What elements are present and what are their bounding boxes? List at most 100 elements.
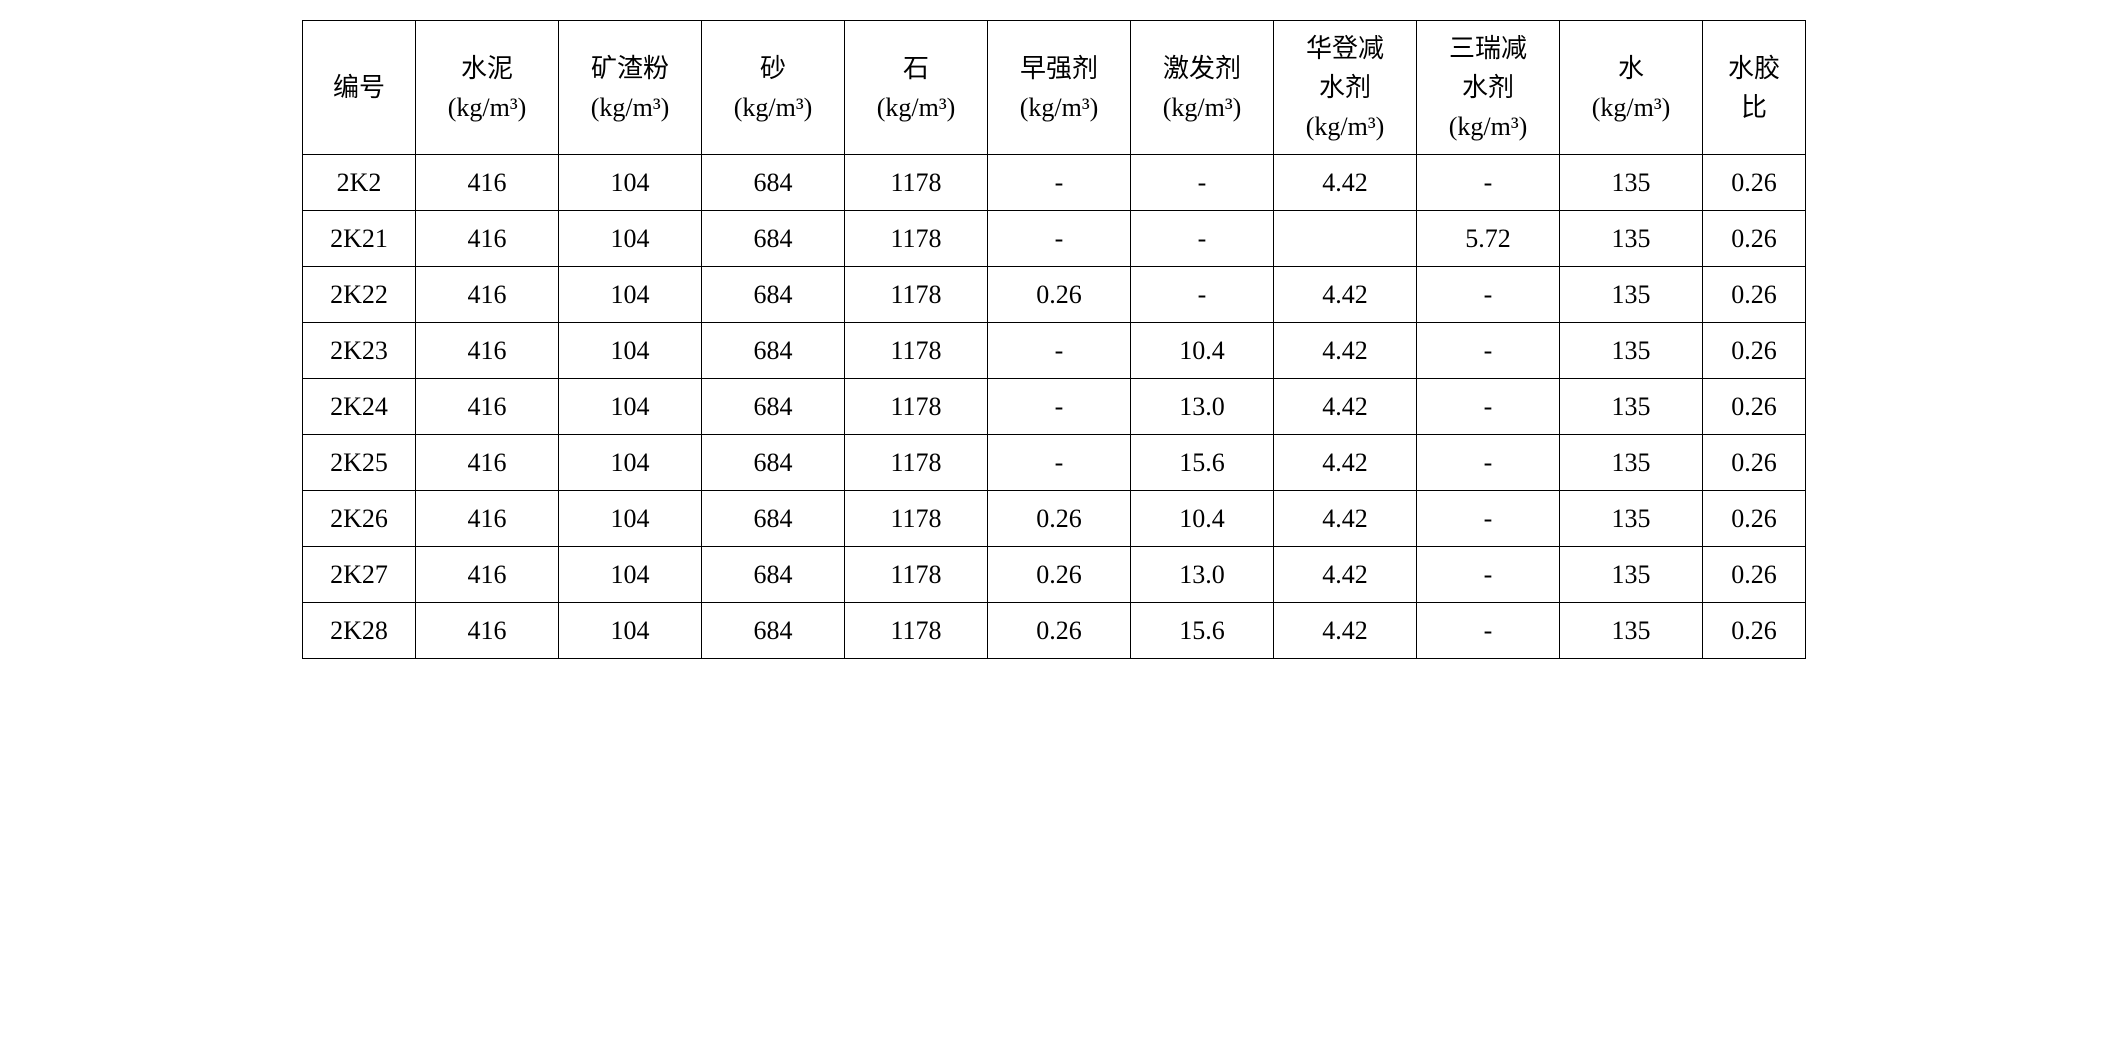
table-cell: 684 — [702, 211, 845, 267]
table-cell: - — [988, 323, 1131, 379]
header-label: 三瑞减 — [1449, 34, 1527, 63]
table-cell: 0.26 — [1703, 155, 1806, 211]
table-cell: 2K2 — [303, 155, 416, 211]
table-cell: 104 — [559, 379, 702, 435]
table-cell: 0.26 — [1703, 379, 1806, 435]
header-unit: (kg/m³) — [734, 93, 813, 122]
table-cell: 135 — [1560, 603, 1703, 659]
header-cell-ratio: 水胶 比 — [1703, 21, 1806, 155]
table-row: 2K234161046841178-10.44.42-1350.26 — [303, 323, 1806, 379]
header-cell-cement: 水泥 (kg/m³) — [416, 21, 559, 155]
table-cell: 0.26 — [988, 603, 1131, 659]
table-cell: 5.72 — [1417, 211, 1560, 267]
table-cell: 684 — [702, 267, 845, 323]
table-cell: - — [1417, 323, 1560, 379]
table-row: 2K254161046841178-15.64.42-1350.26 — [303, 435, 1806, 491]
table-cell: 2K24 — [303, 379, 416, 435]
header-label: 水泥 — [461, 54, 513, 83]
header-row: 编号 水泥 (kg/m³) 矿渣粉 (kg/m³) 砂 (kg/m³) 石 (k… — [303, 21, 1806, 155]
table-cell: 10.4 — [1131, 491, 1274, 547]
table-cell: - — [988, 155, 1131, 211]
table-cell: 1178 — [845, 155, 988, 211]
header-cell-slag: 矿渣粉 (kg/m³) — [559, 21, 702, 155]
table-cell: 0.26 — [1703, 603, 1806, 659]
table-cell: - — [988, 211, 1131, 267]
table-row: 2K214161046841178--5.721350.26 — [303, 211, 1806, 267]
table-cell: - — [1417, 547, 1560, 603]
header-unit: (kg/m³) — [1020, 93, 1099, 122]
table-body: 2K24161046841178--4.42-1350.262K21416104… — [303, 155, 1806, 659]
table-row: 2K2741610468411780.2613.04.42-1350.26 — [303, 547, 1806, 603]
table-row: 2K2841610468411780.2615.64.42-1350.26 — [303, 603, 1806, 659]
header-unit: (kg/m³) — [1592, 93, 1671, 122]
table-cell: 1178 — [845, 323, 988, 379]
header-cell-early-strength: 早强剂 (kg/m³) — [988, 21, 1131, 155]
table-cell: 416 — [416, 155, 559, 211]
table-cell: 4.42 — [1274, 547, 1417, 603]
header-cell-stone: 石 (kg/m³) — [845, 21, 988, 155]
table-cell: 104 — [559, 267, 702, 323]
header-label: 水 — [1618, 54, 1644, 83]
header-unit: (kg/m³) — [1449, 112, 1528, 141]
table-cell: 10.4 — [1131, 323, 1274, 379]
table-cell: 684 — [702, 323, 845, 379]
table-cell: - — [988, 379, 1131, 435]
table-cell: 104 — [559, 547, 702, 603]
table-cell: 684 — [702, 547, 845, 603]
table-cell: 4.42 — [1274, 603, 1417, 659]
table-cell: 0.26 — [988, 491, 1131, 547]
table-cell: 4.42 — [1274, 435, 1417, 491]
table-cell: 2K27 — [303, 547, 416, 603]
header-label: 编号 — [333, 73, 385, 102]
header-label2: 水剂 — [1462, 73, 1514, 102]
table-cell: 416 — [416, 323, 559, 379]
table-cell: 2K23 — [303, 323, 416, 379]
table-cell: 13.0 — [1131, 547, 1274, 603]
header-cell-water: 水 (kg/m³) — [1560, 21, 1703, 155]
header-cell-sand: 砂 (kg/m³) — [702, 21, 845, 155]
header-label: 砂 — [760, 54, 786, 83]
table-cell: 1178 — [845, 435, 988, 491]
table-cell: - — [1417, 491, 1560, 547]
table-cell: 416 — [416, 491, 559, 547]
table-cell: 0.26 — [988, 267, 1131, 323]
table-row: 2K2241610468411780.26-4.42-1350.26 — [303, 267, 1806, 323]
table-cell: - — [1417, 435, 1560, 491]
table-row: 2K2641610468411780.2610.44.42-1350.26 — [303, 491, 1806, 547]
table-cell: 135 — [1560, 155, 1703, 211]
table-cell: 13.0 — [1131, 379, 1274, 435]
table-cell: 2K28 — [303, 603, 416, 659]
table-cell: 2K22 — [303, 267, 416, 323]
table-cell: 104 — [559, 435, 702, 491]
header-label: 激发剂 — [1163, 54, 1241, 83]
table-cell: 15.6 — [1131, 435, 1274, 491]
table-cell: 416 — [416, 379, 559, 435]
table-cell: 104 — [559, 491, 702, 547]
table-cell: 4.42 — [1274, 267, 1417, 323]
table-cell: 416 — [416, 211, 559, 267]
header-unit: (kg/m³) — [1306, 112, 1385, 141]
table-cell: 1178 — [845, 379, 988, 435]
table-row: 2K24161046841178--4.42-1350.26 — [303, 155, 1806, 211]
table-cell: 684 — [702, 155, 845, 211]
table-cell: 135 — [1560, 267, 1703, 323]
header-label: 矿渣粉 — [591, 54, 669, 83]
table-cell: - — [1417, 379, 1560, 435]
header-unit: (kg/m³) — [1163, 93, 1242, 122]
table-cell: 135 — [1560, 547, 1703, 603]
table-cell: 135 — [1560, 211, 1703, 267]
table-cell: 0.26 — [1703, 267, 1806, 323]
table-cell: 135 — [1560, 491, 1703, 547]
table-cell: 416 — [416, 603, 559, 659]
table-cell: 1178 — [845, 491, 988, 547]
table-cell: 0.26 — [988, 547, 1131, 603]
table-cell: 684 — [702, 491, 845, 547]
table-cell: 135 — [1560, 379, 1703, 435]
table-cell: - — [1131, 155, 1274, 211]
table-cell: 684 — [702, 435, 845, 491]
header-cell-huadeng: 华登减 水剂 (kg/m³) — [1274, 21, 1417, 155]
table-cell: 135 — [1560, 435, 1703, 491]
table-cell: - — [1131, 267, 1274, 323]
table-cell: 0.26 — [1703, 323, 1806, 379]
table-cell: 0.26 — [1703, 435, 1806, 491]
